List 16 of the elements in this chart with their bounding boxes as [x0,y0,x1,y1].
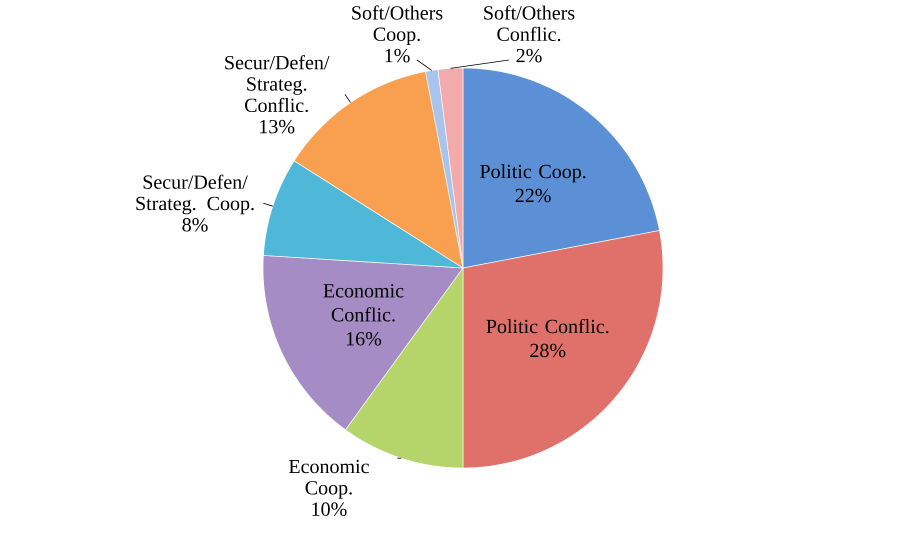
slice-label: Secur/Defen/ Strateg. Coop. [136,174,254,214]
slice-label: Politic Coop. [480,164,586,182]
slice-label: Politic Conflic. [486,318,608,334]
data-label: 13% [260,120,294,134]
data-label: 22% [516,188,551,202]
data-label: 1% [385,48,410,62]
slice-label: Soft/Others Coop. [352,5,442,46]
data-label: 10% [312,502,347,516]
data-label: 28% [530,344,566,358]
slice-label: Soft/Others Conflic. [484,5,574,42]
data-label: 8% [182,218,208,232]
data-label: 2% [516,48,542,62]
slice-label: Economic Conflic. [324,284,404,322]
slice-label: Economic Coop. [288,460,369,499]
slice-label: Secur/Defen/ Strateg. Conflic. [225,55,330,112]
data-label: 16% [346,332,382,346]
